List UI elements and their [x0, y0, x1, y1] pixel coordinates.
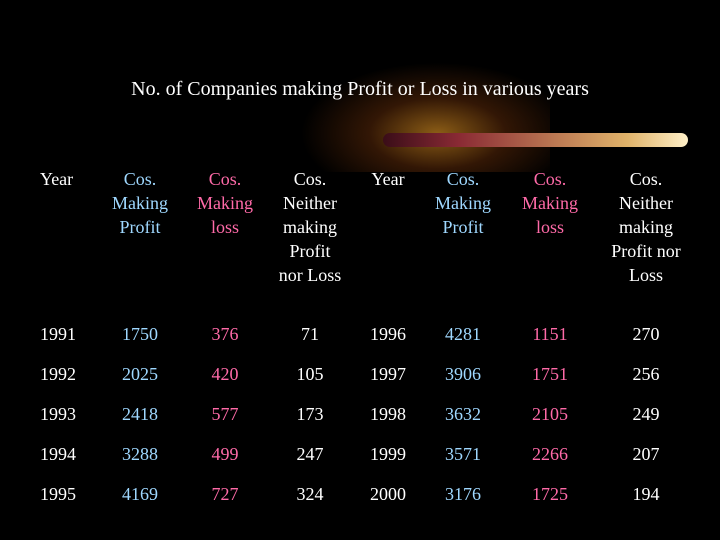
- cell-neither: 270: [632, 324, 660, 344]
- cell-loss: 376: [211, 324, 239, 344]
- cell-year: 1999: [370, 444, 406, 464]
- page-title: No. of Companies making Profit or Loss i…: [131, 78, 589, 100]
- cell-neither: 249: [632, 404, 660, 424]
- cell-profit: 4281: [445, 324, 481, 344]
- cell-profit: 3288: [122, 444, 158, 464]
- header-line: making: [619, 217, 673, 237]
- cell-neither: 194: [632, 484, 660, 504]
- header-line: Making: [522, 193, 578, 213]
- header-neither-3: Cos. Neither making Profit nor Loss: [265, 167, 355, 287]
- cell-year: 1995: [40, 484, 76, 504]
- table-row: 1994 3288 499 247 1999 3571 2266 207: [0, 442, 720, 466]
- header-line: Cos.: [446, 169, 480, 189]
- cell-profit: 1750: [122, 324, 158, 344]
- header-line: Year: [40, 169, 74, 189]
- header-line: loss: [535, 217, 564, 237]
- header-neither-7: Cos. Neither making Profit nor Loss: [601, 167, 691, 287]
- header-line: Cos.: [208, 169, 242, 189]
- cell-profit: 3176: [445, 484, 481, 504]
- cell-neither: 247: [296, 444, 324, 464]
- cell-year: 1993: [40, 404, 76, 424]
- header-line: Year: [371, 169, 405, 189]
- cell-loss: 1751: [532, 364, 568, 384]
- header-line: Profit nor: [611, 241, 681, 261]
- header-line: loss: [210, 217, 239, 237]
- cell-loss: 577: [211, 404, 239, 424]
- cell-neither: 173: [296, 404, 324, 424]
- table-row: 1992 2025 420 105 1997 3906 1751 256: [0, 362, 720, 386]
- header-line: Making: [435, 193, 491, 213]
- header-line: Neither: [283, 193, 337, 213]
- cell-loss: 727: [211, 484, 239, 504]
- header-line: Profit: [119, 217, 161, 237]
- header-line: Cos.: [123, 169, 157, 189]
- header-line: Profit: [442, 217, 484, 237]
- header-line: Cos.: [293, 169, 327, 189]
- cell-year: 1994: [40, 444, 76, 464]
- header-loss-2: Cos. Making loss: [185, 167, 265, 239]
- table-row: 1995 4169 727 324 2000 3176 1725 194: [0, 482, 720, 506]
- header-line: making: [283, 217, 337, 237]
- title-glow-decoration: [300, 62, 550, 172]
- cell-loss: 1151: [532, 324, 568, 344]
- table-row: 1993 2418 577 173 1998 3632 2105 249: [0, 402, 720, 426]
- cell-loss: 420: [211, 364, 239, 384]
- cell-profit: 3906: [445, 364, 481, 384]
- cell-profit: 4169: [122, 484, 158, 504]
- cell-neither: 256: [632, 364, 660, 384]
- header-line: Cos.: [629, 169, 663, 189]
- header-line: Profit: [289, 241, 331, 261]
- header-profit-1: Cos. Making Profit: [100, 167, 180, 239]
- header-line: Making: [112, 193, 168, 213]
- decorative-bar: [383, 133, 688, 147]
- header-loss-6: Cos. Making loss: [510, 167, 590, 239]
- cell-year: 1998: [370, 404, 406, 424]
- table-row: 1991 1750 376 71 1996 4281 1151 270: [0, 322, 720, 346]
- header-profit-5: Cos. Making Profit: [423, 167, 503, 239]
- cell-year: 1997: [370, 364, 406, 384]
- cell-year: 1996: [370, 324, 406, 344]
- cell-profit: 3632: [445, 404, 481, 424]
- header-line: Loss: [628, 265, 663, 285]
- cell-profit: 3571: [445, 444, 481, 464]
- cell-year: 1992: [40, 364, 76, 384]
- header-year-4: Year: [358, 167, 418, 191]
- cell-year: 2000: [370, 484, 406, 504]
- cell-year: 1991: [40, 324, 76, 344]
- header-line: Cos.: [533, 169, 567, 189]
- cell-profit: 2418: [122, 404, 158, 424]
- header-line: Making: [197, 193, 253, 213]
- header-year-0: Year: [40, 167, 100, 191]
- cell-neither: 207: [632, 444, 660, 464]
- cell-loss: 2266: [532, 444, 568, 464]
- header-line: nor Loss: [278, 265, 342, 285]
- cell-loss: 1725: [532, 484, 568, 504]
- cell-neither: 324: [296, 484, 324, 504]
- cell-loss: 499: [211, 444, 239, 464]
- header-line: Neither: [619, 193, 673, 213]
- cell-profit: 2025: [122, 364, 158, 384]
- cell-neither: 105: [296, 364, 324, 384]
- cell-neither: 71: [301, 324, 319, 344]
- cell-loss: 2105: [532, 404, 568, 424]
